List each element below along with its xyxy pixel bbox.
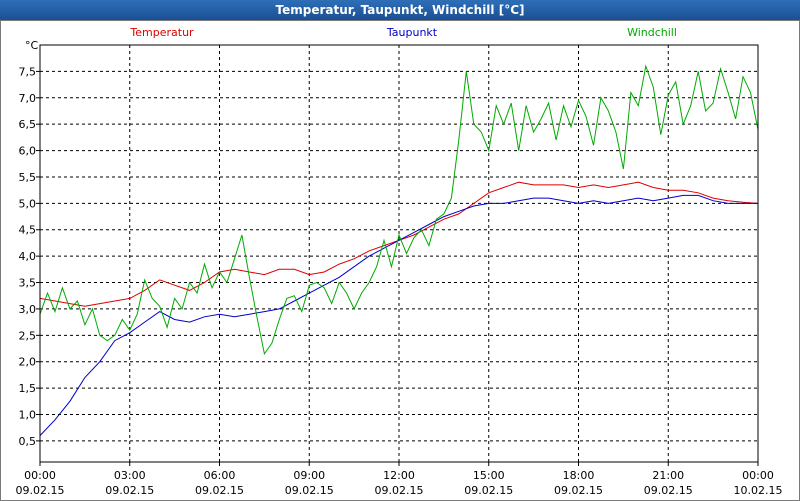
legend-item-taupunkt: Taupunkt [386, 26, 438, 39]
x-tick-date-label: 09.02.15 [554, 484, 603, 497]
series-line-windchill [39, 64, 759, 356]
grid-lines [40, 45, 758, 462]
y-tick-label: 5,0 [19, 197, 37, 210]
y-tick-label: 3,0 [19, 303, 37, 316]
plot-area-border [39, 44, 759, 463]
x-tick-time-label: 15:00 [473, 469, 505, 482]
x-tick-date-label: 09.02.15 [195, 484, 244, 497]
y-tick-label: 7,0 [19, 92, 37, 105]
x-tick-time-label: 09:00 [293, 469, 325, 482]
x-tick-date-label: 10.02.15 [734, 484, 783, 497]
x-tick-time-label: 03:00 [114, 469, 146, 482]
legend: Temperatur Taupunkt Windchill [129, 26, 677, 39]
x-axis-ticks: 00:00 09.02.15 03:00 09.02.15 06:00 09.02.15 0… [16, 462, 783, 497]
x-tick-date-label: 09.02.15 [464, 484, 513, 497]
legend-item-windchill: Windchill [627, 26, 677, 39]
x-tick-time-label: 18:00 [563, 469, 595, 482]
y-tick-label: 5,5 [19, 171, 37, 184]
x-tick-time-label: 12:00 [383, 469, 415, 482]
series-line-taupunkt [39, 194, 758, 436]
y-tick-label: 1,5 [19, 382, 37, 395]
x-tick-date-label: 09.02.15 [375, 484, 424, 497]
y-tick-label: 4,0 [19, 250, 37, 263]
y-axis-unit: °C [25, 39, 39, 52]
y-tick-label: 6,5 [19, 118, 37, 131]
x-tick-time-label: 06:00 [204, 469, 236, 482]
series-lines [39, 64, 759, 436]
x-tick-date-label: 09.02.15 [16, 484, 65, 497]
legend-item-temperatur: Temperatur [129, 26, 194, 39]
x-tick-date-label: 09.02.15 [644, 484, 693, 497]
y-tick-label: 4,5 [19, 224, 37, 237]
x-tick-time-label: 21:00 [652, 469, 684, 482]
x-tick-time-label: 00:00 [742, 469, 774, 482]
y-tick-label: 2,0 [19, 356, 37, 369]
y-tick-label: 3,5 [19, 277, 37, 290]
y-tick-label: 6,0 [19, 145, 37, 158]
chart-title: Temperatur, Taupunkt, Windchill [°C] [0, 0, 800, 20]
y-tick-label: 2,5 [19, 329, 37, 342]
chart-frame [0, 20, 800, 501]
x-tick-time-label: 00:00 [24, 469, 56, 482]
y-tick-label: 1,0 [19, 408, 37, 421]
y-tick-label: 0,5 [19, 435, 37, 448]
x-tick-date-label: 09.02.15 [285, 484, 334, 497]
y-tick-label: 7,5 [19, 65, 37, 78]
y-axis-ticks: 0,5 1,0 1,5 2,0 2,5 3,0 3,5 4,0 4,5 5,0 5,5 6,0 6,5 7… [19, 65, 40, 448]
x-tick-date-label: 09.02.15 [105, 484, 154, 497]
